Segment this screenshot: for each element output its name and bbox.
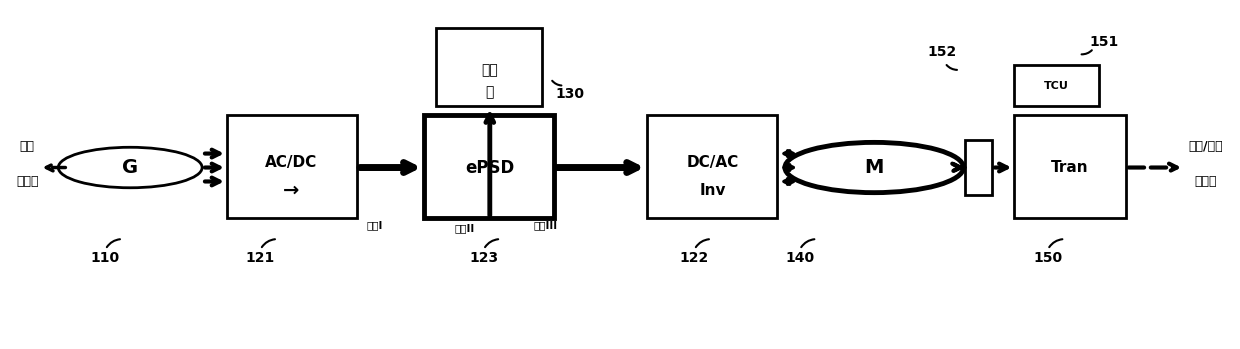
Text: 150: 150: [1033, 251, 1063, 265]
Text: 发动机: 发动机: [16, 175, 38, 188]
Text: 121: 121: [246, 251, 275, 265]
Text: 端口III: 端口III: [533, 220, 558, 230]
FancyBboxPatch shape: [647, 115, 777, 218]
Text: G: G: [122, 158, 139, 177]
FancyBboxPatch shape: [965, 140, 992, 195]
Text: Inv: Inv: [699, 183, 727, 198]
Text: Tran: Tran: [1052, 160, 1089, 175]
Text: 端口I: 端口I: [366, 220, 383, 230]
Text: 来自: 来自: [20, 140, 35, 153]
Text: 来自/去往: 来自/去往: [1188, 140, 1223, 153]
Circle shape: [785, 142, 963, 193]
Circle shape: [58, 147, 202, 188]
Text: M: M: [864, 158, 884, 177]
Text: 端口II: 端口II: [455, 224, 475, 233]
Text: AC/DC: AC/DC: [265, 155, 317, 170]
Text: 152: 152: [928, 45, 957, 59]
FancyBboxPatch shape: [436, 28, 542, 106]
Text: 传动轴: 传动轴: [1194, 175, 1216, 188]
Text: 电池: 电池: [481, 63, 498, 77]
FancyBboxPatch shape: [227, 115, 357, 218]
Text: ePSD: ePSD: [465, 158, 515, 177]
Text: TCU: TCU: [1044, 81, 1069, 90]
Text: 110: 110: [91, 251, 120, 265]
Text: →: →: [283, 181, 300, 200]
Text: 130: 130: [556, 87, 585, 101]
FancyBboxPatch shape: [424, 115, 554, 218]
Text: 151: 151: [1089, 35, 1118, 49]
Text: 140: 140: [785, 251, 815, 265]
FancyBboxPatch shape: [1014, 115, 1126, 218]
Text: 包: 包: [486, 86, 494, 99]
FancyBboxPatch shape: [1014, 65, 1099, 106]
Text: DC/AC: DC/AC: [687, 155, 739, 170]
Text: 123: 123: [469, 251, 498, 265]
Text: 122: 122: [680, 251, 709, 265]
